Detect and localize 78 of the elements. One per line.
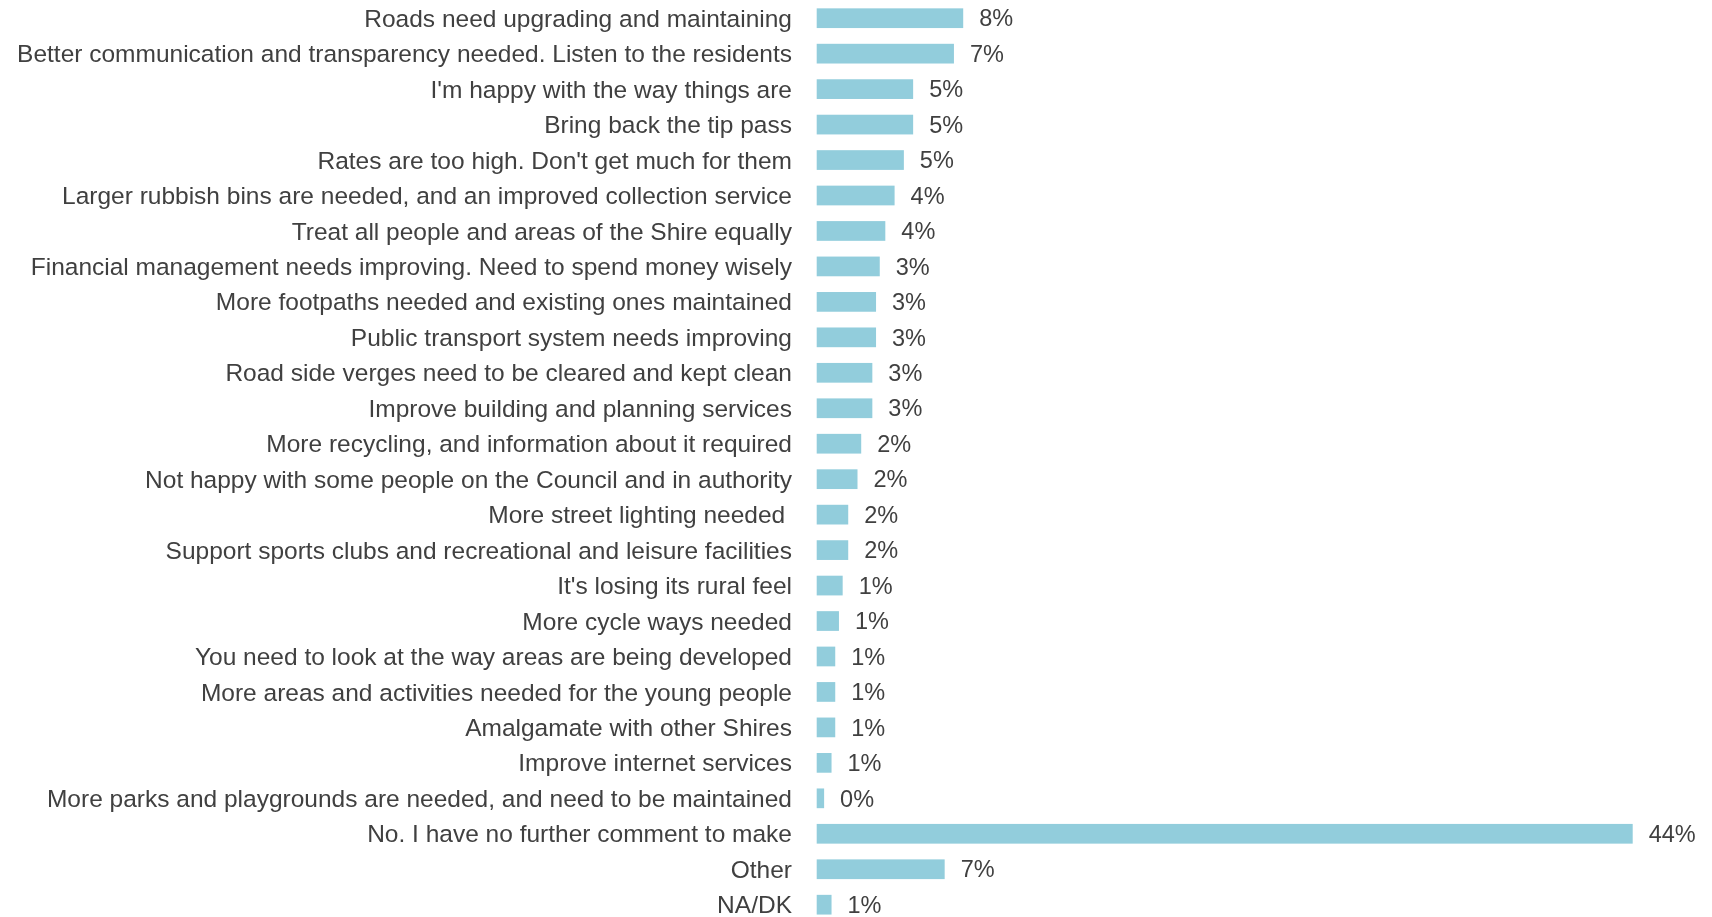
data-label: 4% — [901, 218, 936, 245]
y-tick-label: More areas and activities needed for the young people — [200, 678, 792, 706]
bar — [816, 682, 836, 702]
y-tick-label: You need to look at the way areas are being developed — [194, 643, 792, 671]
bar — [816, 79, 914, 99]
bar — [816, 540, 849, 560]
data-label: 2% — [873, 466, 908, 493]
y-tick-label: Better communication and transparency needed. Listen to the residents — [17, 40, 792, 68]
bar — [816, 43, 954, 64]
data-label: 8% — [979, 5, 1014, 32]
bar — [816, 894, 832, 915]
y-tick-label: Support sports clubs and recreational and leisure facilities — [165, 536, 792, 564]
bar — [816, 327, 877, 348]
y-tick-label: More footpaths needed and existing ones maintained — [215, 288, 792, 316]
data-label: 5% — [929, 76, 964, 103]
bar — [816, 8, 964, 29]
bar — [816, 433, 862, 454]
y-tick-label: Not happy with some people on the Council and in authority — [145, 465, 793, 493]
y-tick-label: It's losing its rural feel — [557, 572, 792, 600]
data-label: 1% — [847, 750, 882, 777]
bar — [816, 185, 895, 206]
y-tick-label: NA/DK — [717, 891, 793, 917]
data-label: 3% — [895, 253, 930, 280]
data-label: 7% — [960, 856, 995, 883]
data-label: 3% — [892, 289, 927, 316]
bar — [816, 150, 904, 170]
y-tick-label: Rates are too high. Don't get much for them — [317, 146, 792, 174]
data-label: 4% — [910, 182, 945, 209]
bar — [816, 575, 843, 596]
y-tick-label: Improve internet services — [518, 749, 792, 777]
data-label: 1% — [854, 608, 890, 635]
data-label: 1% — [858, 572, 893, 599]
y-tick-label: Other — [730, 855, 792, 883]
bar — [816, 788, 825, 809]
data-label: 1% — [851, 714, 886, 741]
y-tick-label: Larger rubbish bins are needed, and an improved collection service — [62, 182, 792, 210]
data-label: 5% — [929, 111, 964, 138]
y-tick-label: More street lighting needed — [488, 501, 792, 529]
y-tick-label: More parks and playgrounds are needed, and need to be maintained — [46, 784, 792, 812]
y-tick-label: More cycle ways needed — [522, 607, 792, 635]
bar — [816, 256, 880, 277]
data-label: 3% — [888, 395, 923, 422]
bar — [816, 859, 945, 880]
bar — [816, 646, 836, 667]
y-tick-label: Roads need upgrading and maintaining — [364, 4, 792, 32]
data-label: 1% — [847, 891, 882, 917]
y-tick-label: Road side verges need to be cleared and kept clean — [225, 359, 792, 387]
bar — [816, 717, 836, 738]
data-label: 2% — [864, 501, 899, 528]
bar — [816, 753, 832, 773]
bar — [816, 114, 914, 135]
data-label: 5% — [919, 147, 954, 174]
y-tick-label: Treat all people and areas of the Shire equally — [291, 217, 793, 245]
bar — [816, 292, 877, 312]
data-label: 1% — [851, 643, 886, 670]
bar — [816, 469, 858, 490]
y-tick-label: I'm happy with the way things are — [430, 75, 792, 103]
bar — [816, 362, 873, 383]
data-label: 44% — [1648, 821, 1696, 848]
y-tick-label: Bring back the tip pass — [544, 111, 792, 139]
y-tick-label: Financial management needs improving. Need to spend money wisely — [30, 253, 793, 280]
bar — [816, 611, 839, 631]
data-label: 2% — [877, 430, 912, 457]
y-tick-label: Amalgamate with other Shires — [465, 713, 792, 741]
y-tick-label: Public transport system needs improving — [350, 323, 792, 351]
data-label: 3% — [892, 324, 927, 351]
bar — [816, 823, 1633, 844]
data-label: 0% — [840, 785, 875, 812]
data-label: 2% — [864, 537, 899, 564]
bar — [816, 398, 873, 419]
bar — [816, 504, 849, 525]
data-label: 3% — [888, 360, 923, 387]
y-tick-label: More recycling, and information about it required — [266, 430, 792, 458]
data-label: 1% — [851, 679, 886, 706]
data-label: 7% — [969, 40, 1005, 67]
y-tick-label: Improve building and planning services — [368, 394, 792, 422]
bar — [816, 221, 886, 241]
y-tick-label: No. I have no further comment to make — [367, 820, 792, 848]
